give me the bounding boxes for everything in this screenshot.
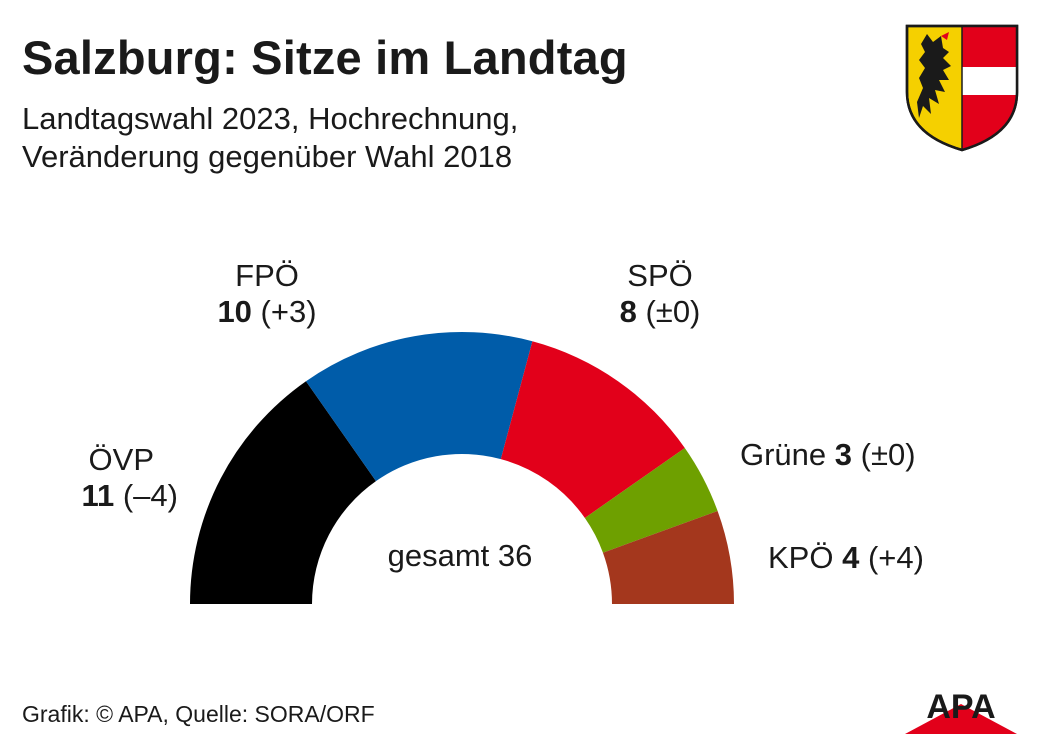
change-spoe: (±0) — [645, 294, 701, 329]
apa-logo-icon: APA — [905, 688, 1017, 734]
change-fpoe: (+3) — [260, 294, 317, 329]
seat-segment-vp — [190, 381, 376, 604]
subtitle-line-2: Veränderung gegenüber Wahl 2018 — [22, 139, 513, 174]
seat-segment-sp — [500, 341, 685, 518]
seats-oevp: 11 — [81, 478, 115, 513]
seats-kpoe: 4 — [842, 540, 860, 575]
seats-fpoe: 10 — [217, 294, 252, 329]
seat-segment-kp — [602, 510, 734, 604]
party-name-kpoe: KPÖ — [768, 540, 834, 575]
party-name-oevp: ÖVP — [88, 442, 154, 477]
chart-title: Salzburg: Sitze im Landtag — [22, 31, 628, 84]
label-gruene: Grüne 3 (±0) — [740, 437, 916, 473]
chart-subtitle: Landtagswahl 2023, Hochrechnung, Verände… — [22, 100, 518, 176]
label-fpoe: FPÖ 10 (+3) — [217, 258, 316, 330]
label-kpoe: KPÖ 4 (+4) — [768, 540, 924, 576]
party-name-spoe: SPÖ — [627, 258, 693, 293]
party-name-fpoe: FPÖ — [235, 258, 299, 293]
change-oevp: (–4) — [122, 478, 178, 513]
salzburg-coat-of-arms-icon — [905, 24, 1019, 152]
party-name-gruene: Grüne — [740, 437, 827, 472]
seat-segment-grne — [584, 447, 718, 553]
subtitle-line-1: Landtagswahl 2023, Hochrechnung, — [22, 101, 519, 136]
change-gruene: (±0) — [860, 437, 916, 472]
seats-spoe: 8 — [619, 294, 637, 329]
seats-gruene: 3 — [834, 437, 853, 472]
label-oevp: ÖVP 11 (–4) — [81, 442, 178, 514]
apa-logo-text: APA — [926, 688, 995, 726]
label-spoe: SPÖ 8 (±0) — [620, 258, 701, 330]
source-credit: Grafik: © APA, Quelle: SORA/ORF — [22, 701, 375, 727]
seat-segment-fp — [305, 331, 533, 482]
total-seats-label: gesamt 36 — [387, 538, 533, 573]
change-kpoe: (+4) — [867, 540, 924, 575]
